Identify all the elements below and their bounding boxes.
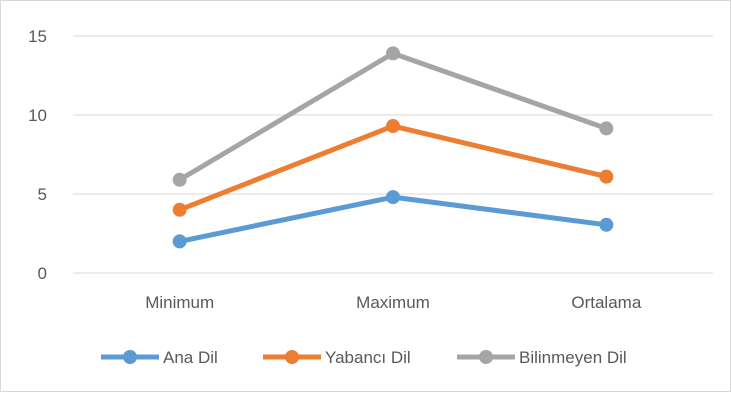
x-tick-label: Maximum (356, 293, 430, 312)
data-point (599, 217, 614, 232)
data-point (386, 190, 400, 205)
x-tick-label: Minimum (145, 293, 214, 312)
x-axis-ticks: Minimum Maximum Ortalama (145, 293, 642, 312)
legend-swatch-marker (285, 350, 299, 364)
data-point (172, 202, 187, 217)
gridlines (73, 35, 713, 274)
x-tick-label: Ortalama (571, 293, 641, 312)
legend-label: Ana Dil (163, 348, 218, 367)
legend-swatch-marker (123, 350, 137, 364)
legend-swatch-marker (479, 350, 493, 364)
y-tick-label: 15 (28, 27, 47, 46)
y-tick-label: 0 (38, 264, 47, 283)
data-point (599, 121, 614, 136)
data-point (599, 169, 614, 184)
y-tick-label: 10 (28, 106, 47, 125)
series-group (172, 46, 614, 249)
y-tick-label: 5 (38, 185, 47, 204)
y-axis-ticks: 0 5 10 15 (28, 27, 47, 283)
legend: Ana Dil Yabancı Dil Bilinmeyen Dil (101, 348, 627, 367)
data-point (172, 234, 187, 249)
legend-item: Bilinmeyen Dil (457, 348, 627, 367)
data-point (172, 172, 187, 187)
legend-label: Bilinmeyen Dil (519, 348, 627, 367)
data-point (386, 119, 400, 134)
data-point (386, 46, 400, 61)
legend-item: Ana Dil (101, 348, 218, 367)
legend-item: Yabancı Dil (263, 348, 411, 367)
legend-label: Yabancı Dil (325, 348, 411, 367)
